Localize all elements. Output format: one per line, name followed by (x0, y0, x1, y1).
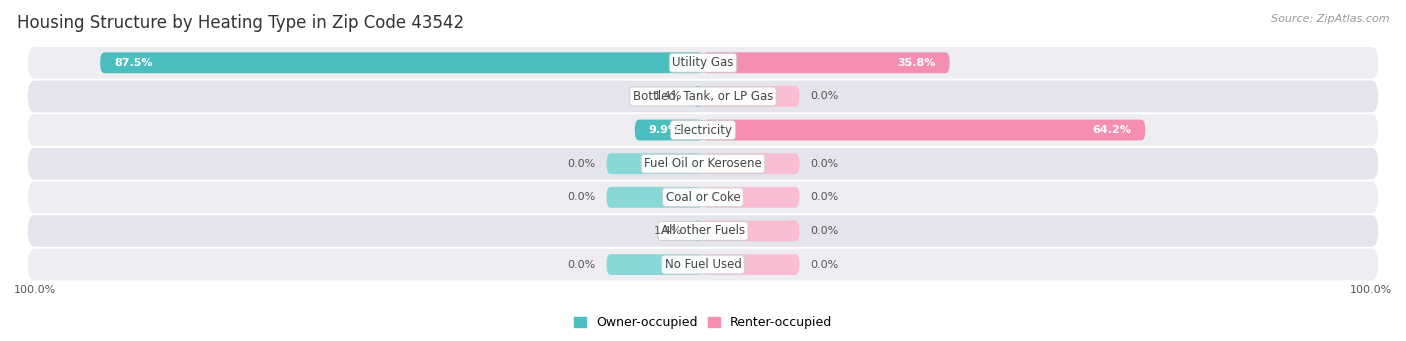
Text: 64.2%: 64.2% (1092, 125, 1132, 135)
FancyBboxPatch shape (606, 187, 703, 208)
Text: 1.4%: 1.4% (654, 226, 682, 236)
FancyBboxPatch shape (28, 181, 1378, 213)
Text: 0.0%: 0.0% (810, 91, 839, 101)
Text: 1.4%: 1.4% (654, 91, 682, 101)
Text: Utility Gas: Utility Gas (672, 56, 734, 69)
Text: 0.0%: 0.0% (810, 159, 839, 169)
Text: 35.8%: 35.8% (897, 58, 936, 68)
Text: 0.0%: 0.0% (567, 192, 596, 202)
FancyBboxPatch shape (606, 254, 703, 275)
FancyBboxPatch shape (28, 47, 1378, 78)
Legend: Owner-occupied, Renter-occupied: Owner-occupied, Renter-occupied (568, 311, 838, 334)
FancyBboxPatch shape (703, 221, 800, 241)
Text: 100.0%: 100.0% (14, 285, 56, 295)
Text: No Fuel Used: No Fuel Used (665, 258, 741, 271)
FancyBboxPatch shape (28, 148, 1378, 179)
FancyBboxPatch shape (28, 80, 1378, 112)
Text: 0.0%: 0.0% (810, 260, 839, 270)
FancyBboxPatch shape (28, 114, 1378, 146)
Text: 100.0%: 100.0% (1350, 285, 1392, 295)
Text: 87.5%: 87.5% (114, 58, 152, 68)
Text: Source: ZipAtlas.com: Source: ZipAtlas.com (1271, 14, 1389, 24)
FancyBboxPatch shape (703, 86, 800, 107)
Text: All other Fuels: All other Fuels (661, 224, 745, 237)
Text: Coal or Coke: Coal or Coke (665, 191, 741, 204)
Text: Electricity: Electricity (673, 123, 733, 136)
Text: 0.0%: 0.0% (567, 260, 596, 270)
Text: Housing Structure by Heating Type in Zip Code 43542: Housing Structure by Heating Type in Zip… (17, 14, 464, 32)
FancyBboxPatch shape (703, 120, 1146, 140)
FancyBboxPatch shape (606, 153, 703, 174)
Text: Fuel Oil or Kerosene: Fuel Oil or Kerosene (644, 157, 762, 170)
FancyBboxPatch shape (703, 53, 949, 73)
FancyBboxPatch shape (703, 153, 800, 174)
Text: Bottled, Tank, or LP Gas: Bottled, Tank, or LP Gas (633, 90, 773, 103)
FancyBboxPatch shape (703, 254, 800, 275)
FancyBboxPatch shape (693, 86, 703, 107)
Text: 9.9%: 9.9% (648, 125, 679, 135)
FancyBboxPatch shape (100, 53, 703, 73)
Text: 0.0%: 0.0% (810, 226, 839, 236)
Text: 0.0%: 0.0% (567, 159, 596, 169)
FancyBboxPatch shape (703, 187, 800, 208)
Text: 0.0%: 0.0% (810, 192, 839, 202)
FancyBboxPatch shape (28, 215, 1378, 247)
FancyBboxPatch shape (693, 221, 703, 241)
FancyBboxPatch shape (634, 120, 703, 140)
FancyBboxPatch shape (28, 249, 1378, 280)
